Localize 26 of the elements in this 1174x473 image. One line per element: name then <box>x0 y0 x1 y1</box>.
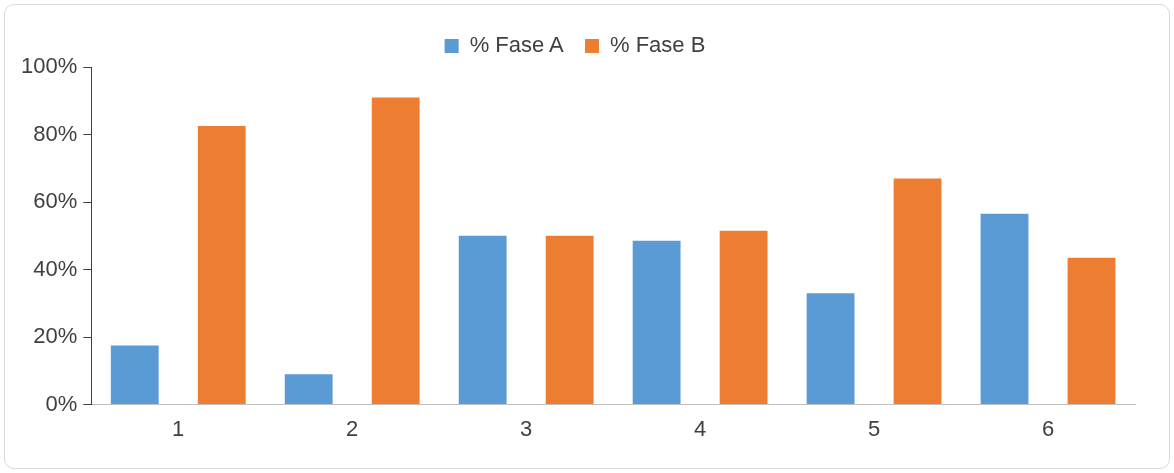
legend-label: % Fase A <box>469 32 565 58</box>
bar <box>371 97 420 405</box>
bar <box>719 230 768 405</box>
bar <box>197 126 246 405</box>
y-tick-label: 40% <box>33 255 78 281</box>
bar <box>893 178 942 405</box>
x-tick-label: 5 <box>867 415 881 441</box>
legend-label: % Fase B <box>610 32 706 58</box>
bar <box>110 345 159 405</box>
x-tick-label: 6 <box>1041 415 1055 441</box>
y-tick-label: 20% <box>33 323 78 349</box>
y-tick-label: 100% <box>20 53 78 79</box>
bar <box>284 374 333 405</box>
x-tick-label: 3 <box>520 415 533 441</box>
bar <box>545 235 594 405</box>
x-tick-label: 2 <box>346 415 359 441</box>
y-tick-label: 60% <box>33 188 78 214</box>
bar <box>806 293 855 405</box>
y-tick-label: 80% <box>33 120 78 146</box>
x-tick-label: 4 <box>693 415 707 441</box>
bar <box>1067 257 1116 405</box>
x-tick-label: 1 <box>172 415 185 441</box>
bar <box>458 235 507 405</box>
bar <box>980 213 1029 405</box>
y-tick-label: 0% <box>45 390 78 416</box>
bar <box>632 240 681 405</box>
